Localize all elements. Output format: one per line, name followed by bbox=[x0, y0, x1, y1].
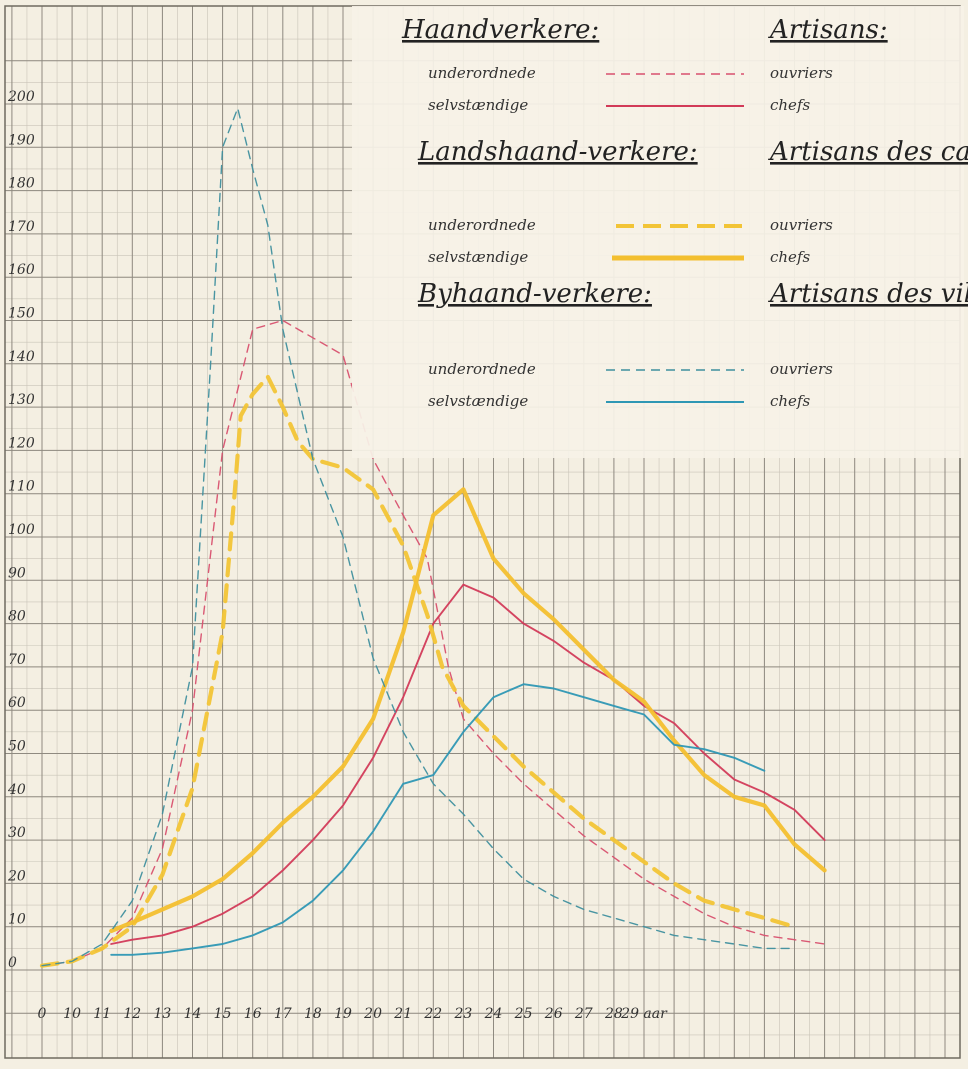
legend-group-2-row-2-left: selvstændige bbox=[428, 248, 528, 266]
y-tick-label: 130 bbox=[8, 392, 35, 408]
x-tick-label: 29 aar bbox=[620, 1006, 668, 1022]
y-tick-label: 30 bbox=[8, 825, 26, 841]
x-tick-label: 27 bbox=[574, 1006, 593, 1022]
x-tick-label: 16 bbox=[244, 1006, 262, 1022]
series-line-landshaandverkere-selvstaendige bbox=[109, 487, 827, 934]
y-tick-label: 80 bbox=[8, 609, 26, 625]
legend-group-1-row-2-left: selvstændige bbox=[428, 96, 528, 114]
y-tick-label: 160 bbox=[8, 262, 35, 278]
y-tick-label: 10 bbox=[8, 912, 26, 928]
x-tick-label: 26 bbox=[544, 1006, 563, 1022]
y-tick-label: 90 bbox=[8, 565, 26, 581]
x-tick-labels: 0 10 11 12 13 14 15 16 17 18 19 20 21 22 23 24 25 26 27 282… bbox=[38, 1006, 669, 1022]
legend: Haandverkere: Artisans: underordnede ouv… bbox=[352, 6, 968, 458]
legend-group-1-row-1-left: underordnede bbox=[428, 64, 536, 82]
legend-group-3-row-2-right: chefs bbox=[770, 392, 810, 410]
legend-group-3-row-1-left: underordnede bbox=[428, 360, 536, 378]
legend-group-2-row-2-right: chefs bbox=[770, 248, 810, 266]
y-tick-label: 70 bbox=[8, 652, 26, 668]
x-tick-label: 10 bbox=[63, 1006, 81, 1022]
y-tick-label: 20 bbox=[7, 868, 26, 884]
legend-group-1-heading-left: Haandverkere: bbox=[401, 15, 599, 45]
legend-group-2-heading-left: Landshaand-verkere: bbox=[417, 137, 698, 167]
y-tick-label: 140 bbox=[8, 349, 35, 365]
legend-background bbox=[352, 6, 964, 458]
legend-group-2-row-1-left: underordnede bbox=[428, 216, 536, 234]
series-line-landshaandverkere-underordnede bbox=[39, 374, 797, 968]
x-tick-label: 13 bbox=[153, 1006, 171, 1022]
x-tick-label: 14 bbox=[184, 1006, 202, 1022]
legend-group-1-row-1-right: ouvriers bbox=[770, 64, 833, 82]
y-tick-label: 40 bbox=[7, 782, 26, 798]
y-tick-label: 190 bbox=[8, 132, 35, 148]
legend-group-1-heading-right: Artisans: bbox=[768, 15, 888, 45]
y-tick-label: 110 bbox=[8, 479, 35, 495]
y-tick-label: 100 bbox=[8, 522, 35, 538]
legend-group-3-row-2-left: selvstændige bbox=[428, 392, 528, 410]
series-line-haandverkere-selvstaendige bbox=[110, 583, 826, 945]
x-tick-label: 24 bbox=[484, 1006, 503, 1022]
y-tick-label: 60 bbox=[8, 695, 26, 711]
legend-group-2-heading-right: Artisans des campagnes: bbox=[768, 137, 968, 167]
x-tick-label: 21 bbox=[393, 1006, 412, 1022]
legend-group-3-row-1-right: ouvriers bbox=[770, 360, 833, 378]
x-tick-label: 0 bbox=[38, 1006, 47, 1022]
x-tick-label: 19 bbox=[334, 1006, 352, 1022]
x-tick-label: 25 bbox=[514, 1006, 533, 1022]
y-tick-labels: 0 10 20 30 40 50 60 70 80 90 100 110 120 130 140 150 160… bbox=[7, 89, 35, 971]
y-tick-label: 200 bbox=[7, 89, 35, 105]
y-tick-label: 170 bbox=[8, 219, 35, 235]
legend-group-3-heading-left: Byhaand-verkere: bbox=[417, 279, 652, 309]
y-tick-label: 50 bbox=[8, 739, 26, 755]
x-tick-label: 22 bbox=[423, 1006, 442, 1022]
x-tick-label: 12 bbox=[123, 1006, 141, 1022]
y-tick-label: 150 bbox=[8, 306, 35, 322]
x-tick-label: 28 bbox=[604, 1006, 623, 1022]
series-line-haandverkere-underordnede bbox=[41, 319, 826, 967]
legend-group-3-heading-right: Artisans des villes: bbox=[768, 279, 968, 309]
y-tick-label: 0 bbox=[8, 955, 17, 971]
series-line-byhaandverkere-selvstaendige bbox=[110, 683, 766, 956]
x-tick-label: 18 bbox=[304, 1006, 322, 1022]
series-layer bbox=[39, 107, 827, 968]
x-tick-label: 15 bbox=[214, 1006, 232, 1022]
x-tick-label: 11 bbox=[93, 1006, 111, 1022]
x-tick-label: 23 bbox=[453, 1006, 472, 1022]
x-tick-label: 17 bbox=[274, 1006, 292, 1022]
legend-group-2-row-1-right: ouvriers bbox=[770, 216, 833, 234]
series-line-byhaandverkere-underordnede bbox=[41, 107, 796, 967]
x-tick-label: 20 bbox=[363, 1006, 382, 1022]
y-tick-label: 180 bbox=[8, 176, 35, 192]
y-tick-label: 120 bbox=[8, 435, 35, 451]
legend-group-1-row-2-right: chefs bbox=[770, 96, 810, 114]
